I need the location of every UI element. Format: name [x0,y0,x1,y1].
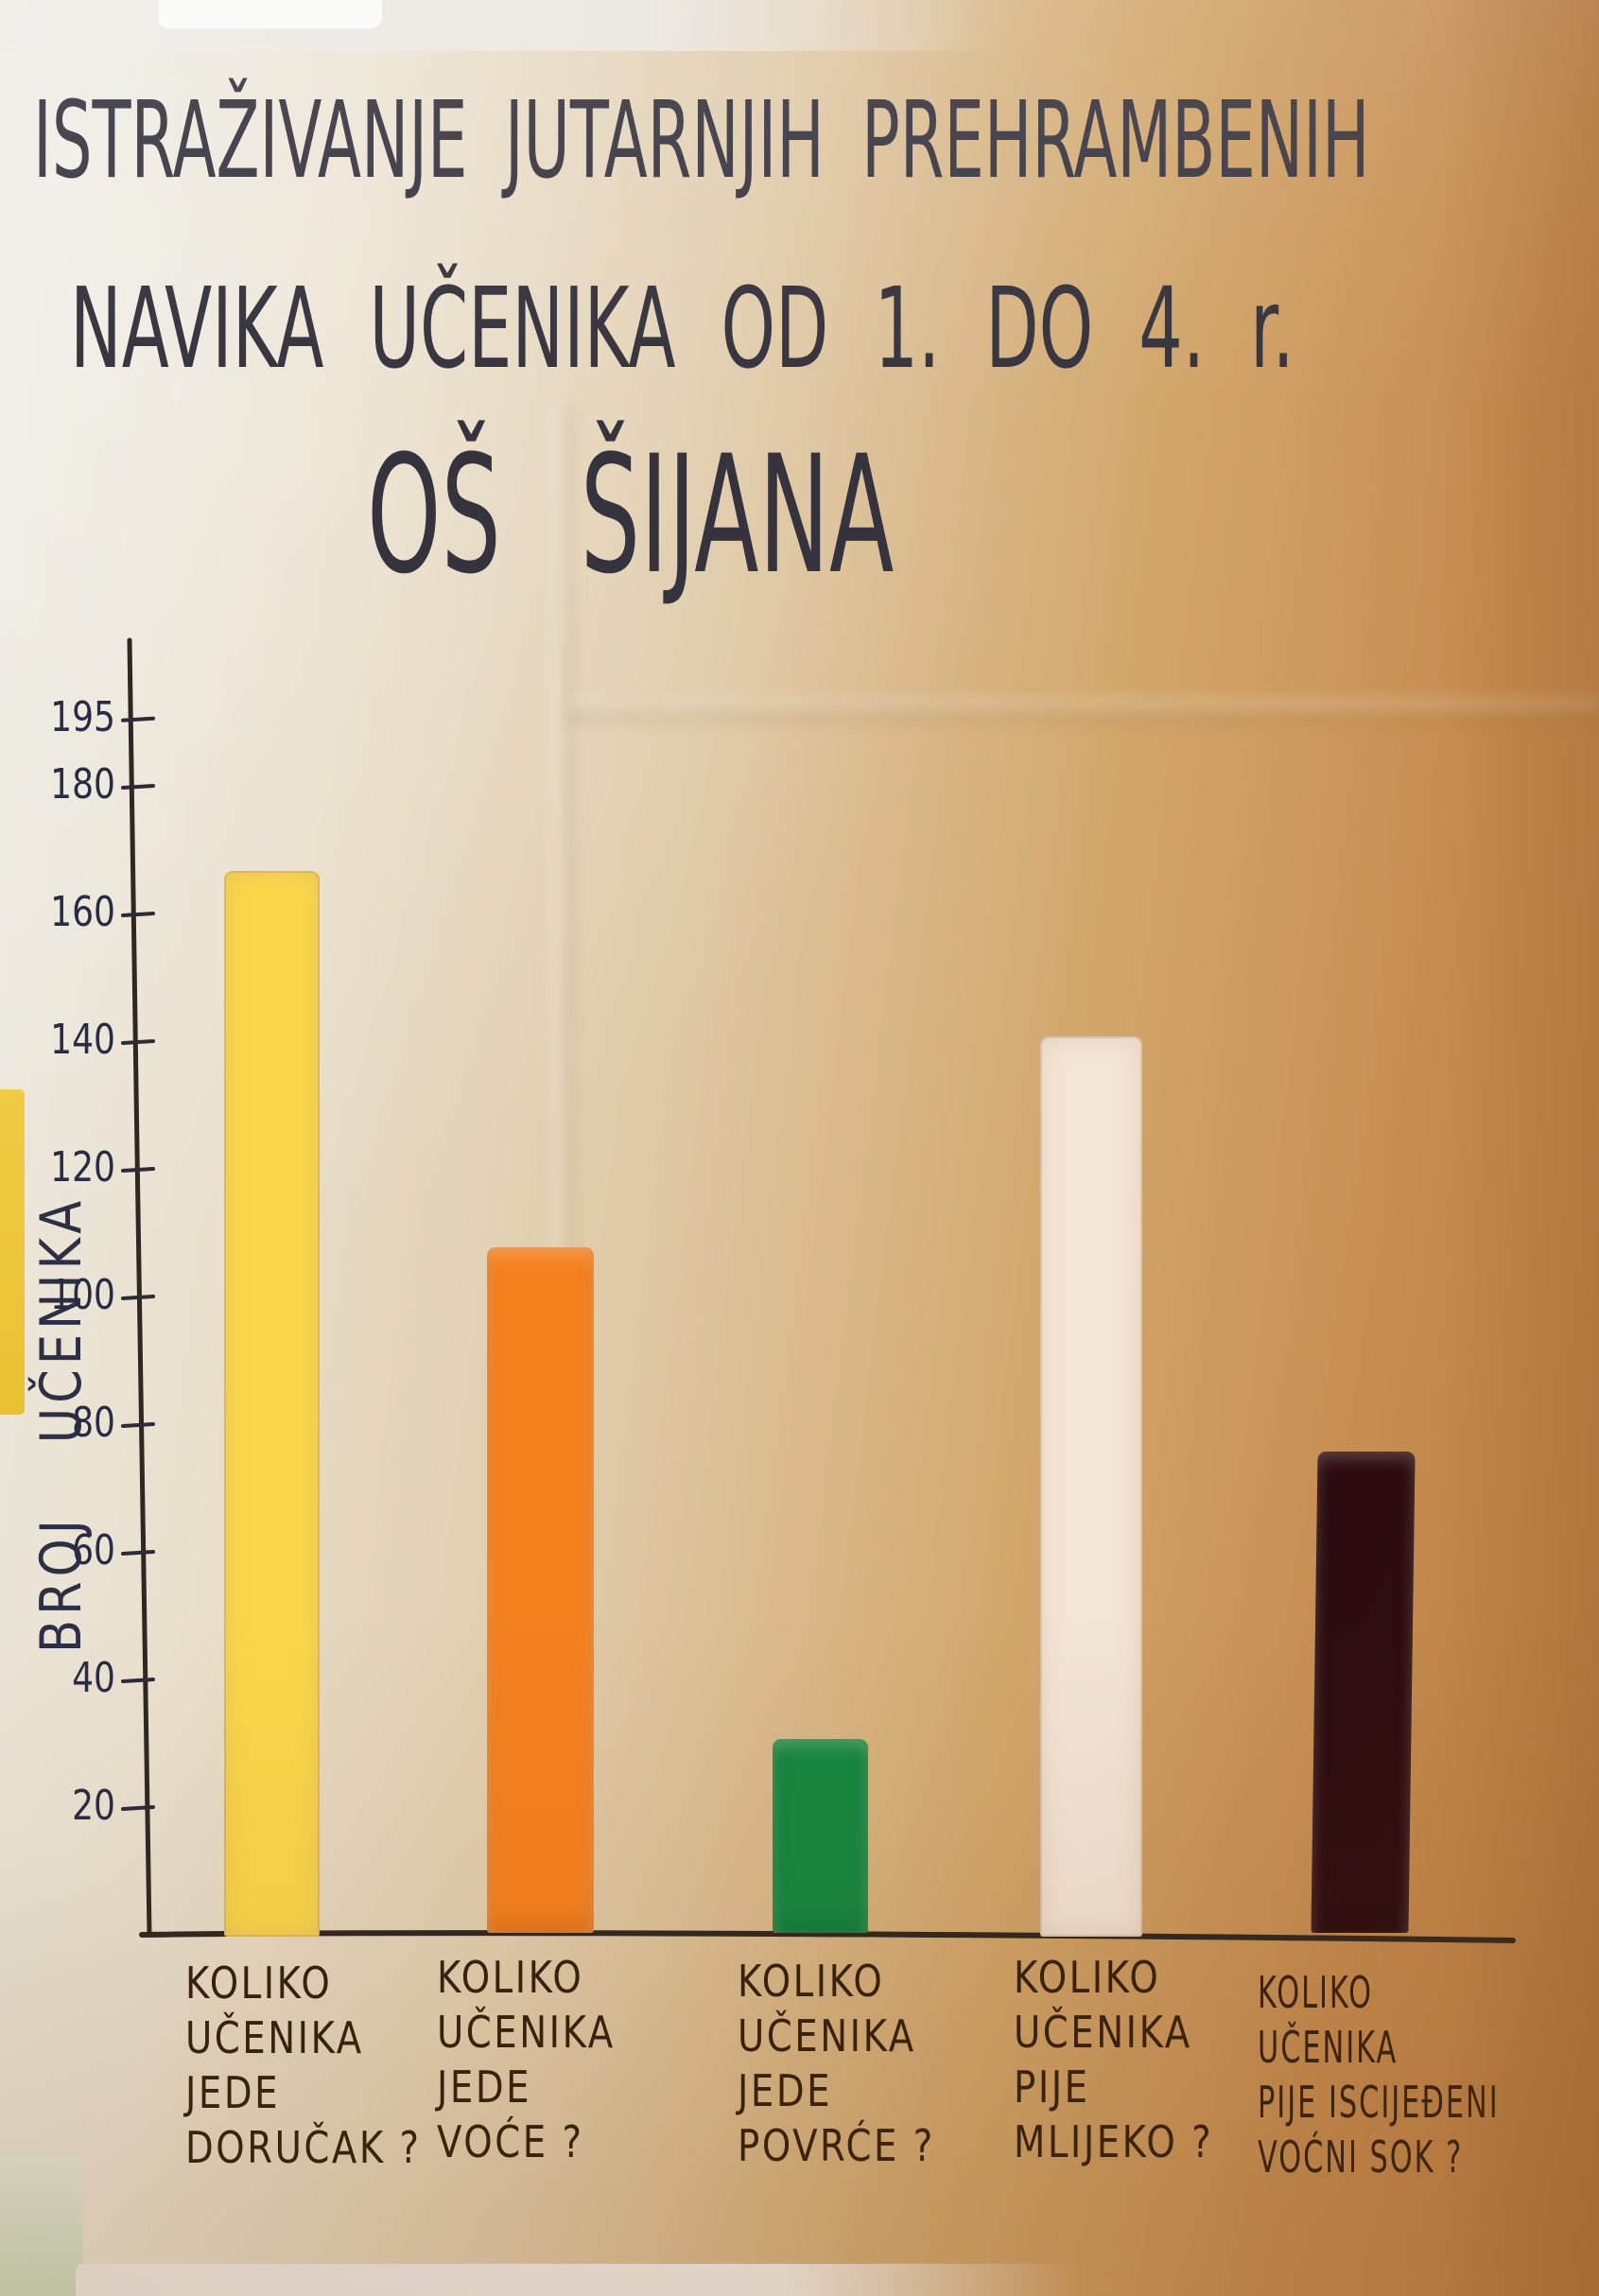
bar-label-line: KOLIKO [437,1952,584,2003]
bar-label-1: KOLIKO UČENIKA JEDE VOĆE ? [437,1950,616,2169]
y-tick-label: 80 [72,1399,115,1447]
y-tick-mark [121,1550,155,1556]
y-tick-label: 20 [72,1782,115,1830]
bar-label-line: JEDE [185,2067,281,2118]
y-tick-label: 160 [50,888,115,936]
bar-label-line: VOĆE ? [437,2116,584,2167]
bar-label-line: POVRĆE ? [738,2120,935,2171]
yellow-edge-strip [0,1089,25,1415]
y-tick-label: 195 [50,692,115,741]
y-tick-mark [121,1295,155,1300]
bar-label-line: VOĆNI SOK ? [1258,2131,1464,2183]
bar-label-line: PIJE ISCIJEĐENI [1258,2077,1500,2128]
y-tick-mark [121,1422,155,1428]
bar-label-line: UČENIKA [1258,2022,1399,2073]
y-tick-mark [121,784,155,790]
bar-label-0: KOLIKO UČENIKA JEDE DORUČAK ? [185,1956,422,2175]
y-tick-label: 120 [50,1143,115,1191]
y-tick-mark [121,1678,155,1683]
y-tick-mark [121,716,155,722]
bar-label-line: KOLIKO [1258,1967,1374,2018]
y-tick-mark [121,912,155,917]
bar-label-line: UČENIKA [738,2010,916,2061]
bar-0 [224,870,320,1937]
y-tick-label: 60 [72,1526,115,1574]
y-tick-mark [121,1805,155,1811]
y-tick-mark [121,1039,155,1045]
bar-label-line: MLIJEKO ? [1014,2116,1214,2167]
bar-label-line: UČENIKA [1014,2007,1192,2058]
y-tick-label: 100 [50,1271,115,1319]
bar-label-3: KOLIKO UČENIKA PIJE MLIJEKO ? [1014,1950,1213,2169]
y-tick-label: 180 [50,760,115,809]
poster-title-line2: NAVIKA UČENIKA OD 1. DO 4. r. [70,263,1295,393]
bar-label-line: JEDE [738,2065,833,2116]
poster-title-line3: OŠ ŠIJANA [367,420,895,610]
bar-2 [773,1738,868,1933]
x-axis-line [139,1930,1516,1943]
bar-4 [1311,1452,1416,1933]
bar-label-line: JEDE [437,2061,532,2113]
wall-notch [159,0,382,28]
bar-label-line: UČENIKA [185,2012,364,2063]
bar-label-line: KOLIKO [738,1956,885,2007]
y-tick-label: 40 [72,1654,115,1702]
bar-label-line: KOLIKO [185,1957,333,2009]
y-axis-line [127,637,152,1938]
bar-label-line: DORUČAK ? [185,2122,422,2173]
bar-label-4: KOLIKO UČENIKA PIJE ISCIJEĐENI VOĆNI SOK ? [1258,1965,1500,2184]
poster-title-line1: ISTRAŽIVANJE JUTARNJIH PREHRAMBENIH [33,79,1370,202]
y-tick-mark [121,1167,155,1173]
bar-label-2: KOLIKO UČENIKA JEDE POVRĆE ? [738,1954,935,2173]
bar-label-line: KOLIKO [1014,1952,1161,2003]
corner-green-patch [0,2156,83,2296]
y-tick-label: 140 [50,1016,115,1064]
table-edge-strip [76,2264,1080,2296]
bar-3 [1040,1036,1142,1937]
bar-1 [487,1247,594,1933]
bar-label-line: UČENIKA [437,2007,616,2058]
bar-label-line: PIJE [1014,2061,1090,2113]
